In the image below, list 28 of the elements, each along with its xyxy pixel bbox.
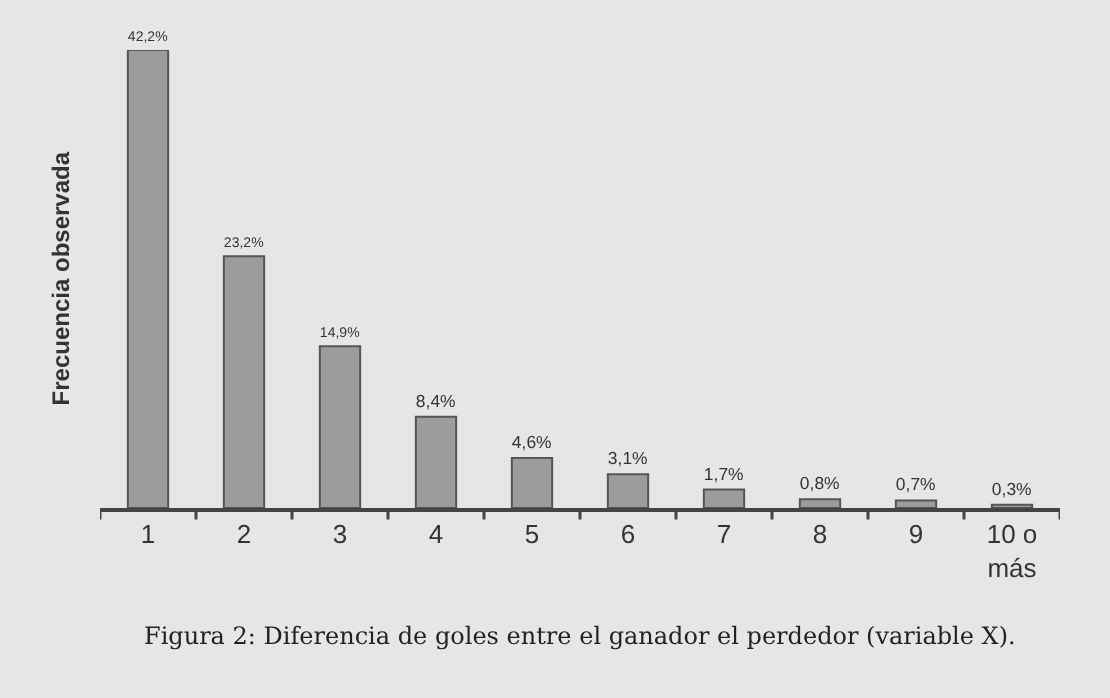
x-tick-label: 1 [140, 519, 156, 550]
x-tick-label: 5 [524, 519, 540, 550]
x-tick-label: 4 [428, 519, 444, 550]
x-tick-label: 9 [908, 519, 924, 550]
bar [222, 255, 266, 508]
bar [510, 457, 554, 508]
bar [606, 473, 650, 508]
x-tick-label: 10 o más [986, 519, 1038, 583]
bar [318, 345, 362, 508]
bar [702, 488, 746, 508]
data-label: 1,7% [703, 463, 745, 484]
text: Figura 2: Diferencia de goles entre el ganador el perdedor (variable X). [144, 622, 1016, 650]
data-label: 0,8% [799, 473, 841, 494]
bar [798, 498, 842, 508]
x-tick-label: 8 [812, 519, 828, 550]
x-tick-label: 6 [620, 519, 636, 550]
x-tick-label: 3 [332, 519, 348, 550]
data-label: 4,6% [511, 432, 553, 453]
bar [126, 50, 170, 508]
x-tick-label: 2 [236, 519, 252, 550]
data-label: 0,7% [895, 474, 937, 495]
data-label: 3,1% [607, 448, 649, 469]
bar [894, 499, 938, 508]
x-tick-label: 7 [716, 519, 732, 550]
data-label: 8,4% [415, 390, 457, 411]
bar [414, 415, 458, 508]
data-label: 0,3% [991, 478, 1033, 499]
y-axis-title: Frecuencia observada [47, 151, 76, 406]
